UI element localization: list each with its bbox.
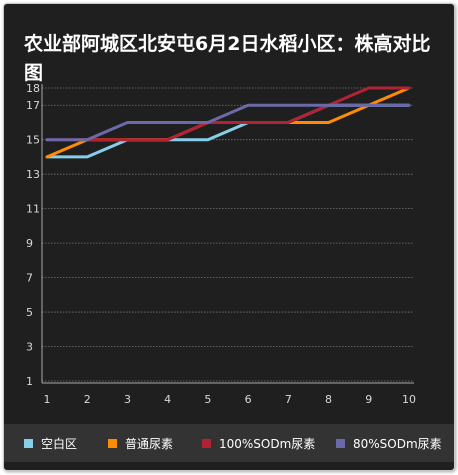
y-tick-label: 7 xyxy=(26,272,33,285)
legend-label: 普通尿素 xyxy=(125,436,174,451)
legend-label: 80%SODm尿素 xyxy=(353,436,442,451)
legend-label: 空白区 xyxy=(41,436,78,451)
legend-swatch xyxy=(336,438,345,448)
chart-frame: 农业部阿城区北安屯6月2日水稻小区：株高对比图 1 3 5 7 9 11 13 15 17 18 1… xyxy=(3,3,455,471)
x-tick-label: 2 xyxy=(84,393,91,406)
legend-item-2: 普通尿素 xyxy=(108,424,173,462)
legend-item-4: 80%SODm尿素 xyxy=(336,424,442,462)
y-tick-label: 11 xyxy=(26,203,40,216)
legend-item-3: 100%SODm尿素 xyxy=(202,424,315,462)
y-tick-label: 1 xyxy=(26,375,33,388)
x-tick-label: 4 xyxy=(164,393,171,406)
x-tick-label: 3 xyxy=(124,393,131,406)
series-line-4 xyxy=(45,103,411,142)
x-tick-label: 7 xyxy=(285,393,292,406)
chart-title: 农业部阿城区北安屯6月2日水稻小区：株高对比图 xyxy=(24,33,431,84)
x-tick-label: 1 xyxy=(44,393,51,406)
y-tick-label: 18 xyxy=(26,82,40,95)
x-tick-label: 6 xyxy=(245,393,252,406)
y-tick-label: 13 xyxy=(26,168,40,181)
x-tick-label: 9 xyxy=(365,393,372,406)
y-tick-label: 15 xyxy=(26,134,40,147)
legend-swatch xyxy=(202,438,211,448)
series-line-3 xyxy=(45,86,411,142)
legend-swatch xyxy=(108,438,117,448)
legend-label: 100%SODm尿素 xyxy=(219,436,316,451)
x-tick-label: 5 xyxy=(204,393,211,406)
y-tick-label: 5 xyxy=(26,306,33,319)
x-tick-label: 8 xyxy=(325,393,332,406)
legend-item-1: 空白区 xyxy=(24,424,77,462)
y-tick-label: 9 xyxy=(26,237,33,250)
x-tick-label: 10 xyxy=(402,393,416,406)
y-tick-label: 17 xyxy=(26,99,40,112)
chart-legend: 空白区 普通尿素 100%SODm尿素 80%SODm尿素 xyxy=(4,424,454,462)
y-tick-label: 3 xyxy=(26,341,33,354)
legend-swatch xyxy=(24,438,33,448)
